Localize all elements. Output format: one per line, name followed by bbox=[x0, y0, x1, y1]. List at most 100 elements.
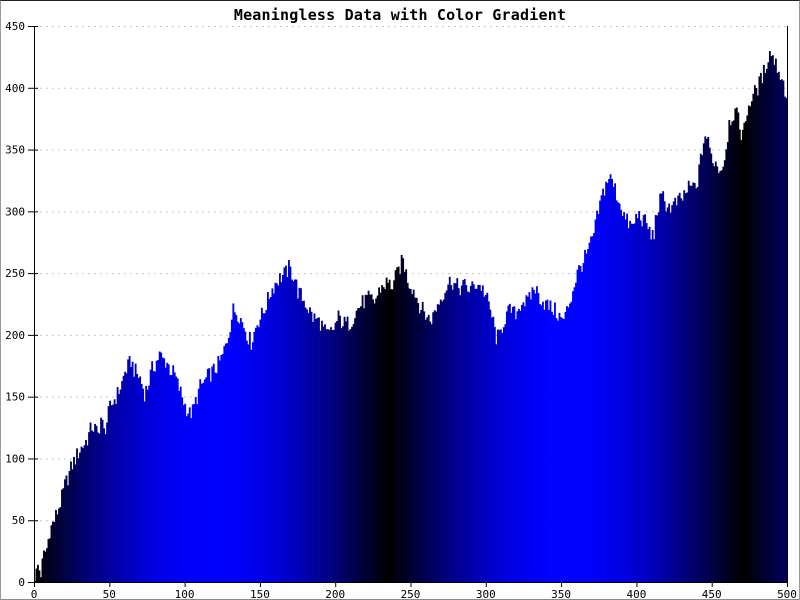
bar bbox=[172, 365, 175, 582]
bar bbox=[327, 329, 329, 582]
bar bbox=[294, 279, 296, 582]
bar bbox=[569, 303, 571, 582]
bar bbox=[103, 428, 105, 582]
bar bbox=[614, 183, 617, 582]
bar bbox=[690, 185, 693, 582]
bar bbox=[38, 570, 41, 582]
bar bbox=[481, 285, 484, 582]
bar bbox=[594, 219, 597, 583]
bar bbox=[134, 363, 137, 582]
bar bbox=[107, 406, 110, 582]
bar bbox=[433, 310, 436, 582]
x-tick-label: 50 bbox=[103, 588, 116, 600]
bar bbox=[113, 399, 116, 582]
bar bbox=[695, 188, 698, 582]
bar bbox=[740, 140, 743, 582]
bar bbox=[271, 288, 274, 582]
bar bbox=[254, 327, 257, 582]
bar bbox=[215, 373, 218, 582]
bar bbox=[43, 550, 45, 582]
bar bbox=[585, 253, 588, 582]
x-tick-label: 0 bbox=[31, 588, 38, 600]
bar bbox=[358, 307, 361, 582]
bar bbox=[221, 354, 224, 582]
bar bbox=[354, 318, 356, 582]
bar bbox=[223, 346, 226, 582]
bar bbox=[732, 120, 735, 583]
bar bbox=[388, 279, 391, 582]
bar bbox=[259, 319, 262, 582]
bar bbox=[319, 330, 322, 582]
bar bbox=[280, 282, 283, 582]
bar bbox=[502, 327, 505, 582]
bar bbox=[182, 405, 185, 582]
bar bbox=[208, 368, 211, 582]
bar bbox=[403, 271, 406, 582]
bar bbox=[226, 343, 229, 582]
bar bbox=[167, 364, 170, 582]
bar bbox=[626, 213, 629, 583]
bar bbox=[333, 329, 335, 582]
bar bbox=[779, 80, 782, 582]
bar bbox=[414, 297, 417, 582]
bar bbox=[546, 299, 549, 582]
bar bbox=[289, 266, 292, 582]
bar bbox=[205, 377, 208, 582]
bars-group bbox=[34, 50, 788, 583]
bar bbox=[548, 309, 550, 582]
bar bbox=[187, 413, 190, 582]
bar bbox=[238, 323, 241, 582]
bar bbox=[229, 332, 232, 582]
bar bbox=[684, 193, 687, 582]
bar bbox=[233, 312, 236, 582]
bar bbox=[504, 324, 507, 582]
bar bbox=[457, 288, 460, 582]
bar bbox=[303, 300, 305, 582]
bar bbox=[242, 328, 245, 582]
bar bbox=[272, 293, 275, 582]
y-tick-label: 300 bbox=[5, 205, 25, 218]
bar bbox=[77, 458, 80, 582]
bar bbox=[417, 303, 420, 582]
bar bbox=[185, 416, 188, 582]
bar bbox=[651, 229, 654, 582]
bar bbox=[85, 439, 87, 582]
bar bbox=[681, 200, 684, 582]
bar bbox=[277, 285, 280, 582]
bar bbox=[58, 508, 60, 582]
bar bbox=[408, 288, 411, 582]
bar bbox=[770, 56, 773, 583]
bar bbox=[444, 292, 447, 582]
bar bbox=[241, 322, 244, 582]
bar bbox=[465, 285, 468, 582]
bar bbox=[376, 295, 379, 582]
bar bbox=[768, 50, 771, 583]
bar bbox=[508, 303, 511, 582]
bar bbox=[391, 289, 394, 582]
bar bbox=[605, 181, 607, 582]
bar bbox=[489, 309, 492, 582]
bar bbox=[662, 191, 665, 582]
x-tick-label: 150 bbox=[250, 588, 270, 600]
bar bbox=[67, 485, 69, 582]
bar bbox=[220, 354, 223, 582]
bar bbox=[551, 311, 553, 582]
bar bbox=[729, 125, 732, 583]
bar bbox=[430, 324, 433, 582]
bar bbox=[300, 288, 302, 582]
bar bbox=[523, 306, 526, 582]
bar bbox=[620, 209, 623, 582]
bar bbox=[719, 171, 722, 582]
bar bbox=[309, 307, 311, 582]
bar bbox=[575, 282, 577, 582]
bar bbox=[405, 269, 408, 582]
bar bbox=[743, 122, 746, 582]
bar bbox=[176, 378, 179, 582]
bar bbox=[127, 359, 130, 582]
bar bbox=[316, 317, 319, 582]
bar bbox=[536, 286, 538, 582]
bar bbox=[545, 300, 547, 582]
bar bbox=[439, 299, 442, 582]
bar bbox=[312, 321, 314, 582]
bar bbox=[244, 331, 247, 582]
